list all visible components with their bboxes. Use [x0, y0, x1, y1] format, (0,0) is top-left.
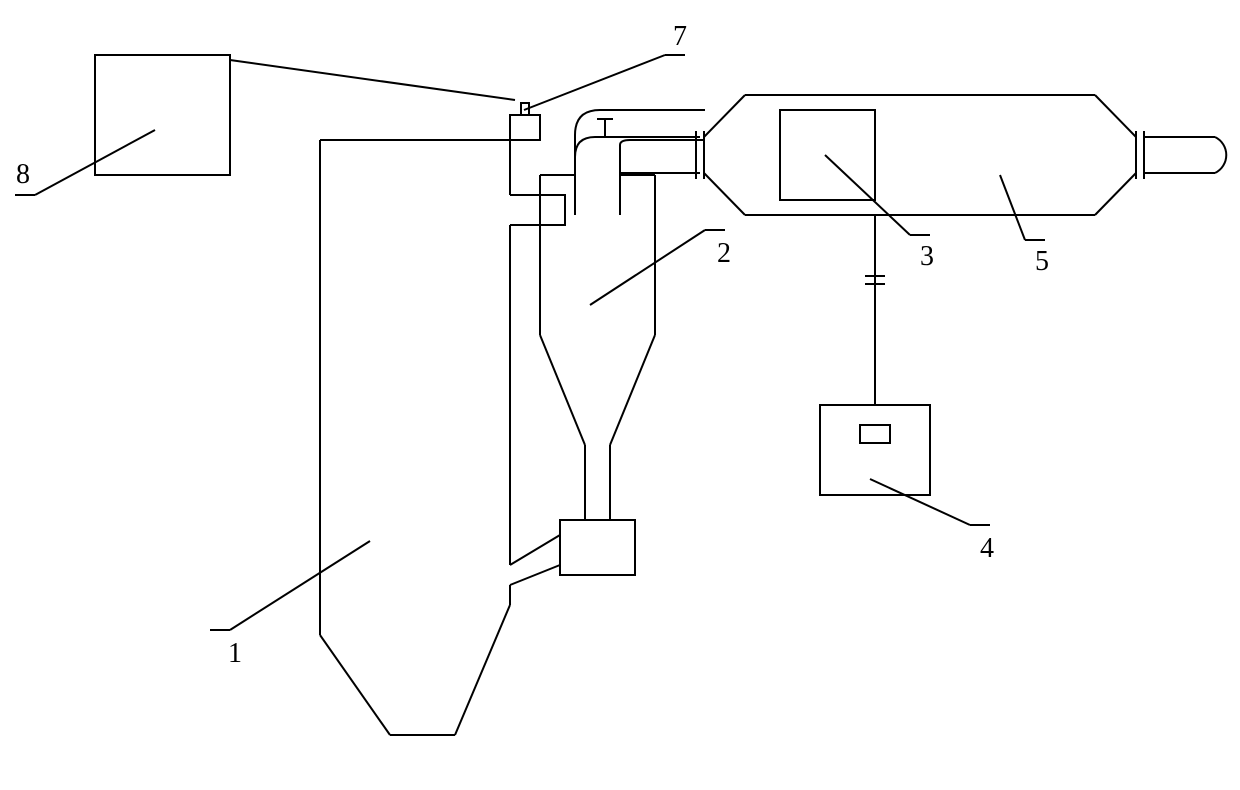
schematic-svg: 8 7 1 2 3 5 4: [0, 0, 1240, 790]
component-3: [780, 110, 875, 200]
leader-1: [230, 541, 370, 630]
leader-7: [524, 55, 665, 110]
label-l5: 5: [1035, 246, 1049, 277]
label-l7: 7: [673, 21, 687, 52]
leader-4: [870, 479, 970, 525]
leader-3: [825, 155, 910, 235]
label-l3: 3: [920, 241, 934, 272]
sensor-7-body: [510, 115, 540, 140]
label-l2: 2: [717, 238, 731, 269]
component-4-screen: [860, 425, 890, 443]
leader-5: [1000, 175, 1025, 240]
label-l8: 8: [16, 159, 30, 190]
wire-8-to-7: [230, 60, 515, 100]
label-l4: 4: [980, 533, 994, 564]
leader-2: [590, 230, 705, 305]
label-l1: 1: [228, 638, 242, 669]
outlet-break: [1215, 137, 1226, 173]
component-8-box: [95, 55, 230, 175]
